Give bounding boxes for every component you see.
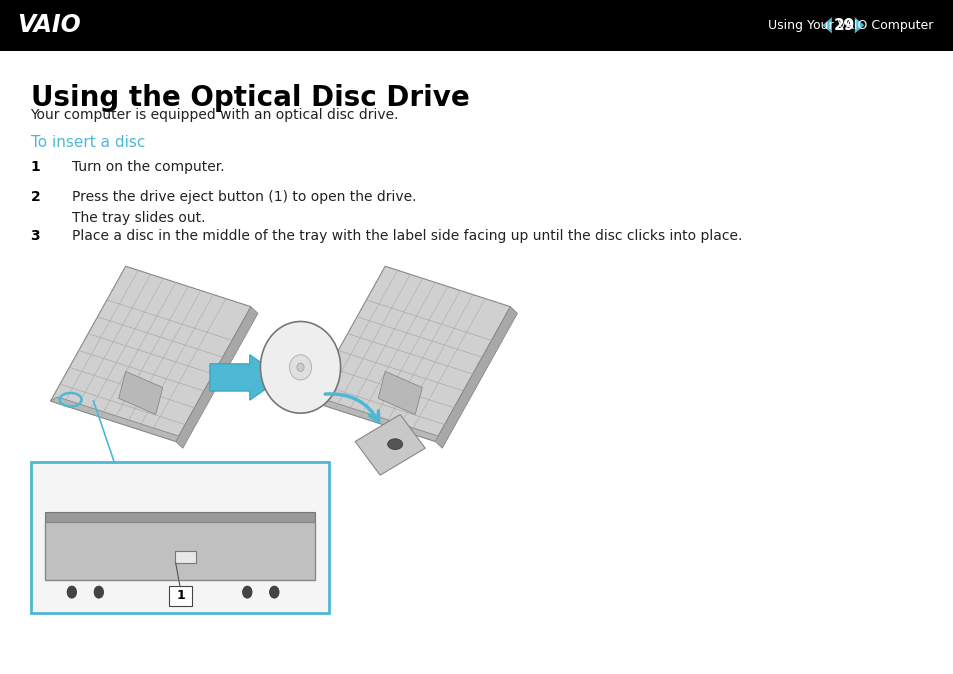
- Text: Turn on the computer.: Turn on the computer.: [71, 160, 224, 175]
- Text: VAIO: VAIO: [17, 13, 81, 37]
- Text: Your computer is equipped with an optical disc drive.: Your computer is equipped with an optica…: [30, 108, 398, 122]
- Polygon shape: [377, 371, 422, 415]
- Ellipse shape: [260, 321, 340, 413]
- Ellipse shape: [67, 586, 76, 599]
- FancyBboxPatch shape: [30, 462, 329, 613]
- Bar: [174, 551, 195, 563]
- Ellipse shape: [270, 586, 279, 599]
- Text: Using Your VAIO Computer: Using Your VAIO Computer: [767, 19, 932, 32]
- Bar: [45, 512, 314, 522]
- Polygon shape: [435, 307, 517, 448]
- Bar: [0, 0, 953, 51]
- Text: 29: 29: [833, 18, 854, 33]
- Text: To insert a disc: To insert a disc: [30, 135, 145, 150]
- Polygon shape: [118, 371, 163, 415]
- Polygon shape: [51, 266, 251, 441]
- Polygon shape: [175, 307, 257, 448]
- Text: 3: 3: [30, 229, 40, 243]
- Ellipse shape: [94, 586, 104, 599]
- FancyBboxPatch shape: [169, 586, 192, 606]
- Ellipse shape: [387, 439, 402, 450]
- Ellipse shape: [242, 586, 252, 599]
- Ellipse shape: [296, 363, 304, 371]
- Polygon shape: [310, 397, 442, 441]
- Bar: [45, 522, 314, 580]
- Polygon shape: [821, 17, 831, 33]
- Polygon shape: [854, 17, 863, 33]
- Polygon shape: [310, 266, 510, 441]
- Ellipse shape: [289, 355, 312, 380]
- Text: Using the Optical Disc Drive: Using the Optical Disc Drive: [30, 84, 469, 113]
- Polygon shape: [210, 355, 282, 400]
- Polygon shape: [355, 415, 425, 475]
- Text: Place a disc in the middle of the tray with the label side facing up until the d: Place a disc in the middle of the tray w…: [71, 229, 741, 243]
- Polygon shape: [51, 397, 183, 441]
- Text: 2: 2: [30, 190, 40, 204]
- Text: 1: 1: [176, 589, 185, 602]
- Text: Press the drive eject button (1) to open the drive.
The tray slides out.: Press the drive eject button (1) to open…: [71, 190, 416, 224]
- Text: 1: 1: [30, 160, 40, 175]
